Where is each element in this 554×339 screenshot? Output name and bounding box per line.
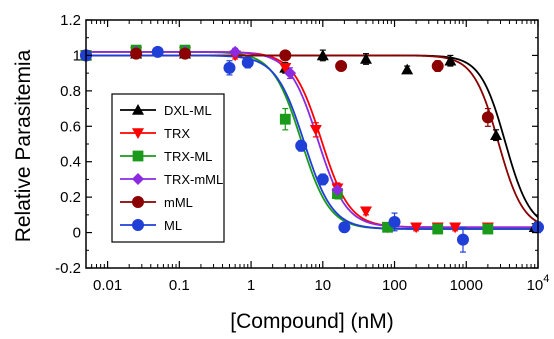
data-point-trx-mml bbox=[229, 45, 242, 58]
data-point-ml bbox=[295, 139, 308, 152]
axes: -0.2 0 0.2 0.4 0.6 0.8 1 1.2 0.01 0.1 1 10 100 1000 10… bbox=[55, 12, 549, 294]
data-point-trx bbox=[449, 222, 462, 234]
data-point-mml bbox=[431, 60, 444, 73]
x-tick-label: 0.1 bbox=[169, 277, 190, 294]
data-point-ml bbox=[338, 221, 351, 234]
data-point-ml bbox=[388, 215, 401, 228]
data-point-ml bbox=[241, 56, 254, 69]
data-point-trx-mml bbox=[331, 184, 344, 197]
data-point-dxl-ml bbox=[316, 49, 329, 61]
y-tick-label: 0.8 bbox=[60, 83, 81, 100]
data-point-ml bbox=[151, 45, 164, 58]
data-point-mml bbox=[130, 47, 143, 60]
legend-label-trx-ml: TRX-ML bbox=[164, 149, 212, 164]
legend-marker-trx bbox=[132, 128, 144, 139]
data-point-mml bbox=[481, 111, 494, 124]
data-point-trx-ml bbox=[432, 223, 444, 235]
legend: DXL-ML TRX TRX-ML TRX-mML mML ML bbox=[111, 93, 225, 243]
x-tick-label: 0.01 bbox=[93, 277, 122, 294]
legend-label-trx-mml: TRX-mML bbox=[164, 172, 223, 187]
legend-marker-dxl-ml bbox=[132, 104, 144, 115]
legend-label-ml: ML bbox=[164, 218, 182, 233]
data-point-trx bbox=[410, 222, 423, 234]
x-tick-label: 100 bbox=[382, 277, 407, 294]
legend-label-trx: TRX bbox=[164, 126, 190, 141]
y-axis-label: Relative Parasitemia bbox=[12, 49, 35, 242]
legend-marker-ml bbox=[132, 219, 144, 231]
legend-marker-trx-ml bbox=[132, 150, 144, 162]
x-tick-label: 10 bbox=[314, 277, 331, 294]
x-tick-label: 104 bbox=[527, 273, 550, 294]
data-point-mml bbox=[279, 49, 292, 62]
data-point-dxl-ml bbox=[490, 129, 503, 140]
legend-box bbox=[111, 93, 225, 243]
y-tick-label: 0.2 bbox=[60, 189, 81, 206]
x-tick-label: 1000 bbox=[450, 277, 483, 294]
legend-label-dxl-ml: DXL-ML bbox=[164, 103, 212, 118]
data-point-trx bbox=[309, 125, 322, 136]
data-point-dxl-ml bbox=[401, 63, 414, 75]
data-point-trx-ml bbox=[279, 113, 291, 125]
y-tick-label: 0.4 bbox=[60, 154, 81, 171]
data-point-ml bbox=[223, 61, 236, 74]
data-point-mml bbox=[179, 47, 192, 60]
data-point-mml bbox=[335, 60, 348, 73]
legend-marker-mml bbox=[132, 196, 144, 208]
legend-marker-trx-mml bbox=[132, 173, 144, 185]
data-point-dxl-ml bbox=[444, 54, 457, 66]
y-tick-label: 0.6 bbox=[60, 118, 81, 135]
data-point-ml bbox=[456, 233, 469, 246]
data-markers bbox=[80, 44, 544, 246]
data-point-trx bbox=[359, 206, 372, 218]
data-point-ml bbox=[316, 173, 329, 186]
legend-label-mml: mML bbox=[164, 195, 193, 210]
x-axis-label: [Compound] (nM) bbox=[230, 310, 393, 333]
x-tick-label-exponent: 4 bbox=[543, 273, 549, 285]
y-tick-label: 1.2 bbox=[60, 12, 81, 29]
x-tick-label: 1 bbox=[247, 277, 255, 294]
data-point-trx-mml bbox=[284, 67, 297, 80]
y-tick-label: -0.2 bbox=[55, 260, 81, 277]
y-tick-label: 1 bbox=[73, 47, 81, 64]
y-tick-label: 0 bbox=[73, 225, 81, 242]
data-point-trx-ml bbox=[482, 223, 494, 235]
data-point-dxl-ml bbox=[359, 52, 372, 64]
data-point-trx bbox=[279, 63, 292, 74]
error-bars bbox=[226, 47, 541, 253]
